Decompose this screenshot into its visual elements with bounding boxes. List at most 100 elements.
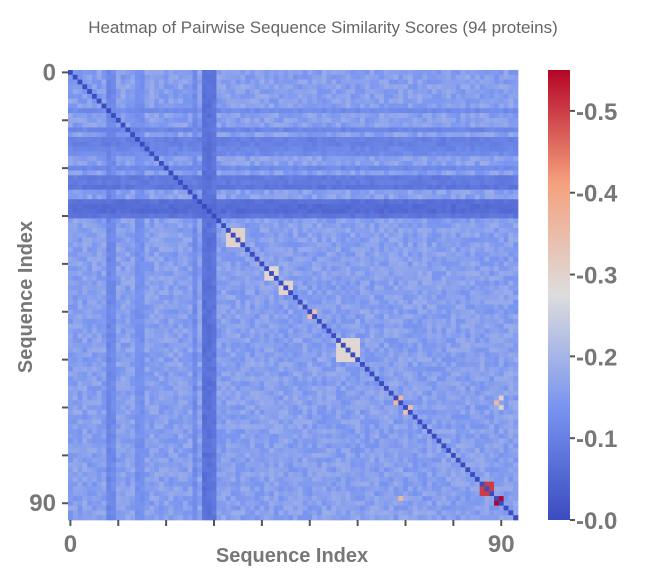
heatmap-cell [82,94,87,99]
heatmap-cell [413,199,418,204]
heatmap-cell [111,171,116,176]
heatmap-cell [394,171,399,176]
heatmap-cell [389,204,394,209]
heatmap-cell [173,209,178,214]
heatmap-cell [221,228,226,233]
heatmap-cell [461,261,466,266]
heatmap-cell [370,295,375,300]
heatmap-cell [470,127,475,132]
heatmap-cell [183,233,188,238]
heatmap-cell [102,190,107,195]
heatmap-cell [264,281,269,286]
heatmap-cell [494,171,499,176]
heatmap-cell [111,84,116,89]
heatmap-cell [379,309,384,314]
heatmap-cell [226,209,231,214]
heatmap-cell [365,175,370,180]
heatmap-cell [116,89,121,94]
heatmap-cell [346,233,351,238]
heatmap-cell [437,233,442,238]
heatmap-cell [389,233,394,238]
heatmap-cell [164,319,169,324]
heatmap-cell [197,261,202,266]
heatmap-cell [274,70,279,75]
heatmap-cell [441,228,446,233]
heatmap-cell [202,94,207,99]
heatmap-cell [197,233,202,238]
heatmap-cell [298,223,303,228]
heatmap-cell [135,204,140,209]
heatmap-cell [350,132,355,137]
heatmap-cell [183,271,188,276]
heatmap-cell [327,190,332,195]
heatmap-cell [336,185,341,190]
heatmap-cell [121,295,126,300]
heatmap-cell [307,113,312,118]
heatmap-cell [499,242,504,247]
heatmap-cell [106,228,111,233]
heatmap-cell [240,209,245,214]
heatmap-cell [437,75,442,80]
heatmap-cell [303,118,308,123]
heatmap-cell [169,113,174,118]
heatmap-cell [226,132,231,137]
heatmap-cell [68,175,73,180]
heatmap-cell [264,185,269,190]
heatmap-cell [451,75,456,80]
heatmap-cell [312,84,317,89]
heatmap-cell [508,113,513,118]
heatmap-cell [422,161,427,166]
heatmap-cell [346,171,351,176]
heatmap-cell [202,199,207,204]
heatmap-cell [125,242,130,247]
heatmap-cell [384,75,389,80]
heatmap-cell [169,218,174,223]
heatmap-cell [331,185,336,190]
heatmap-cell [370,271,375,276]
heatmap-cell [350,94,355,99]
heatmap-cell [327,194,332,199]
heatmap-cell [207,238,212,243]
heatmap-cell [135,166,140,171]
heatmap-cell [494,261,499,266]
heatmap-cell [499,252,504,257]
heatmap-cell [288,285,293,290]
heatmap-cell [336,266,341,271]
heatmap-cell [432,271,437,276]
heatmap-cell [322,276,327,281]
heatmap-cell [456,161,461,166]
heatmap-cell [504,113,509,118]
heatmap-cell [283,252,288,257]
heatmap-cell [92,199,97,204]
heatmap-cell [149,175,154,180]
heatmap-cell [183,314,188,319]
heatmap-cell [427,70,432,75]
heatmap-cell [298,156,303,161]
heatmap-cell [508,257,513,262]
heatmap-cell [140,319,145,324]
heatmap-cell [451,84,456,89]
heatmap-cell [255,113,260,118]
heatmap-cell [149,290,154,295]
heatmap-cell [173,175,178,180]
heatmap-cell [379,209,384,214]
heatmap-cell [106,257,111,262]
heatmap-cell [398,252,403,257]
heatmap-cell [111,123,116,128]
heatmap-cell [298,252,303,257]
heatmap-cell [494,175,499,180]
heatmap-cell [154,285,159,290]
heatmap-cell [489,305,494,310]
heatmap-cell [192,99,197,104]
heatmap-cell [102,285,107,290]
heatmap-cell [159,104,164,109]
heatmap-cell [288,75,293,80]
heatmap-cell [475,314,480,319]
heatmap-cell [355,99,360,104]
heatmap-cell [169,156,174,161]
heatmap-cell [365,142,370,147]
heatmap-cell [255,161,260,166]
heatmap-cell [437,166,442,171]
heatmap-cell [398,309,403,314]
heatmap-cell [413,300,418,305]
